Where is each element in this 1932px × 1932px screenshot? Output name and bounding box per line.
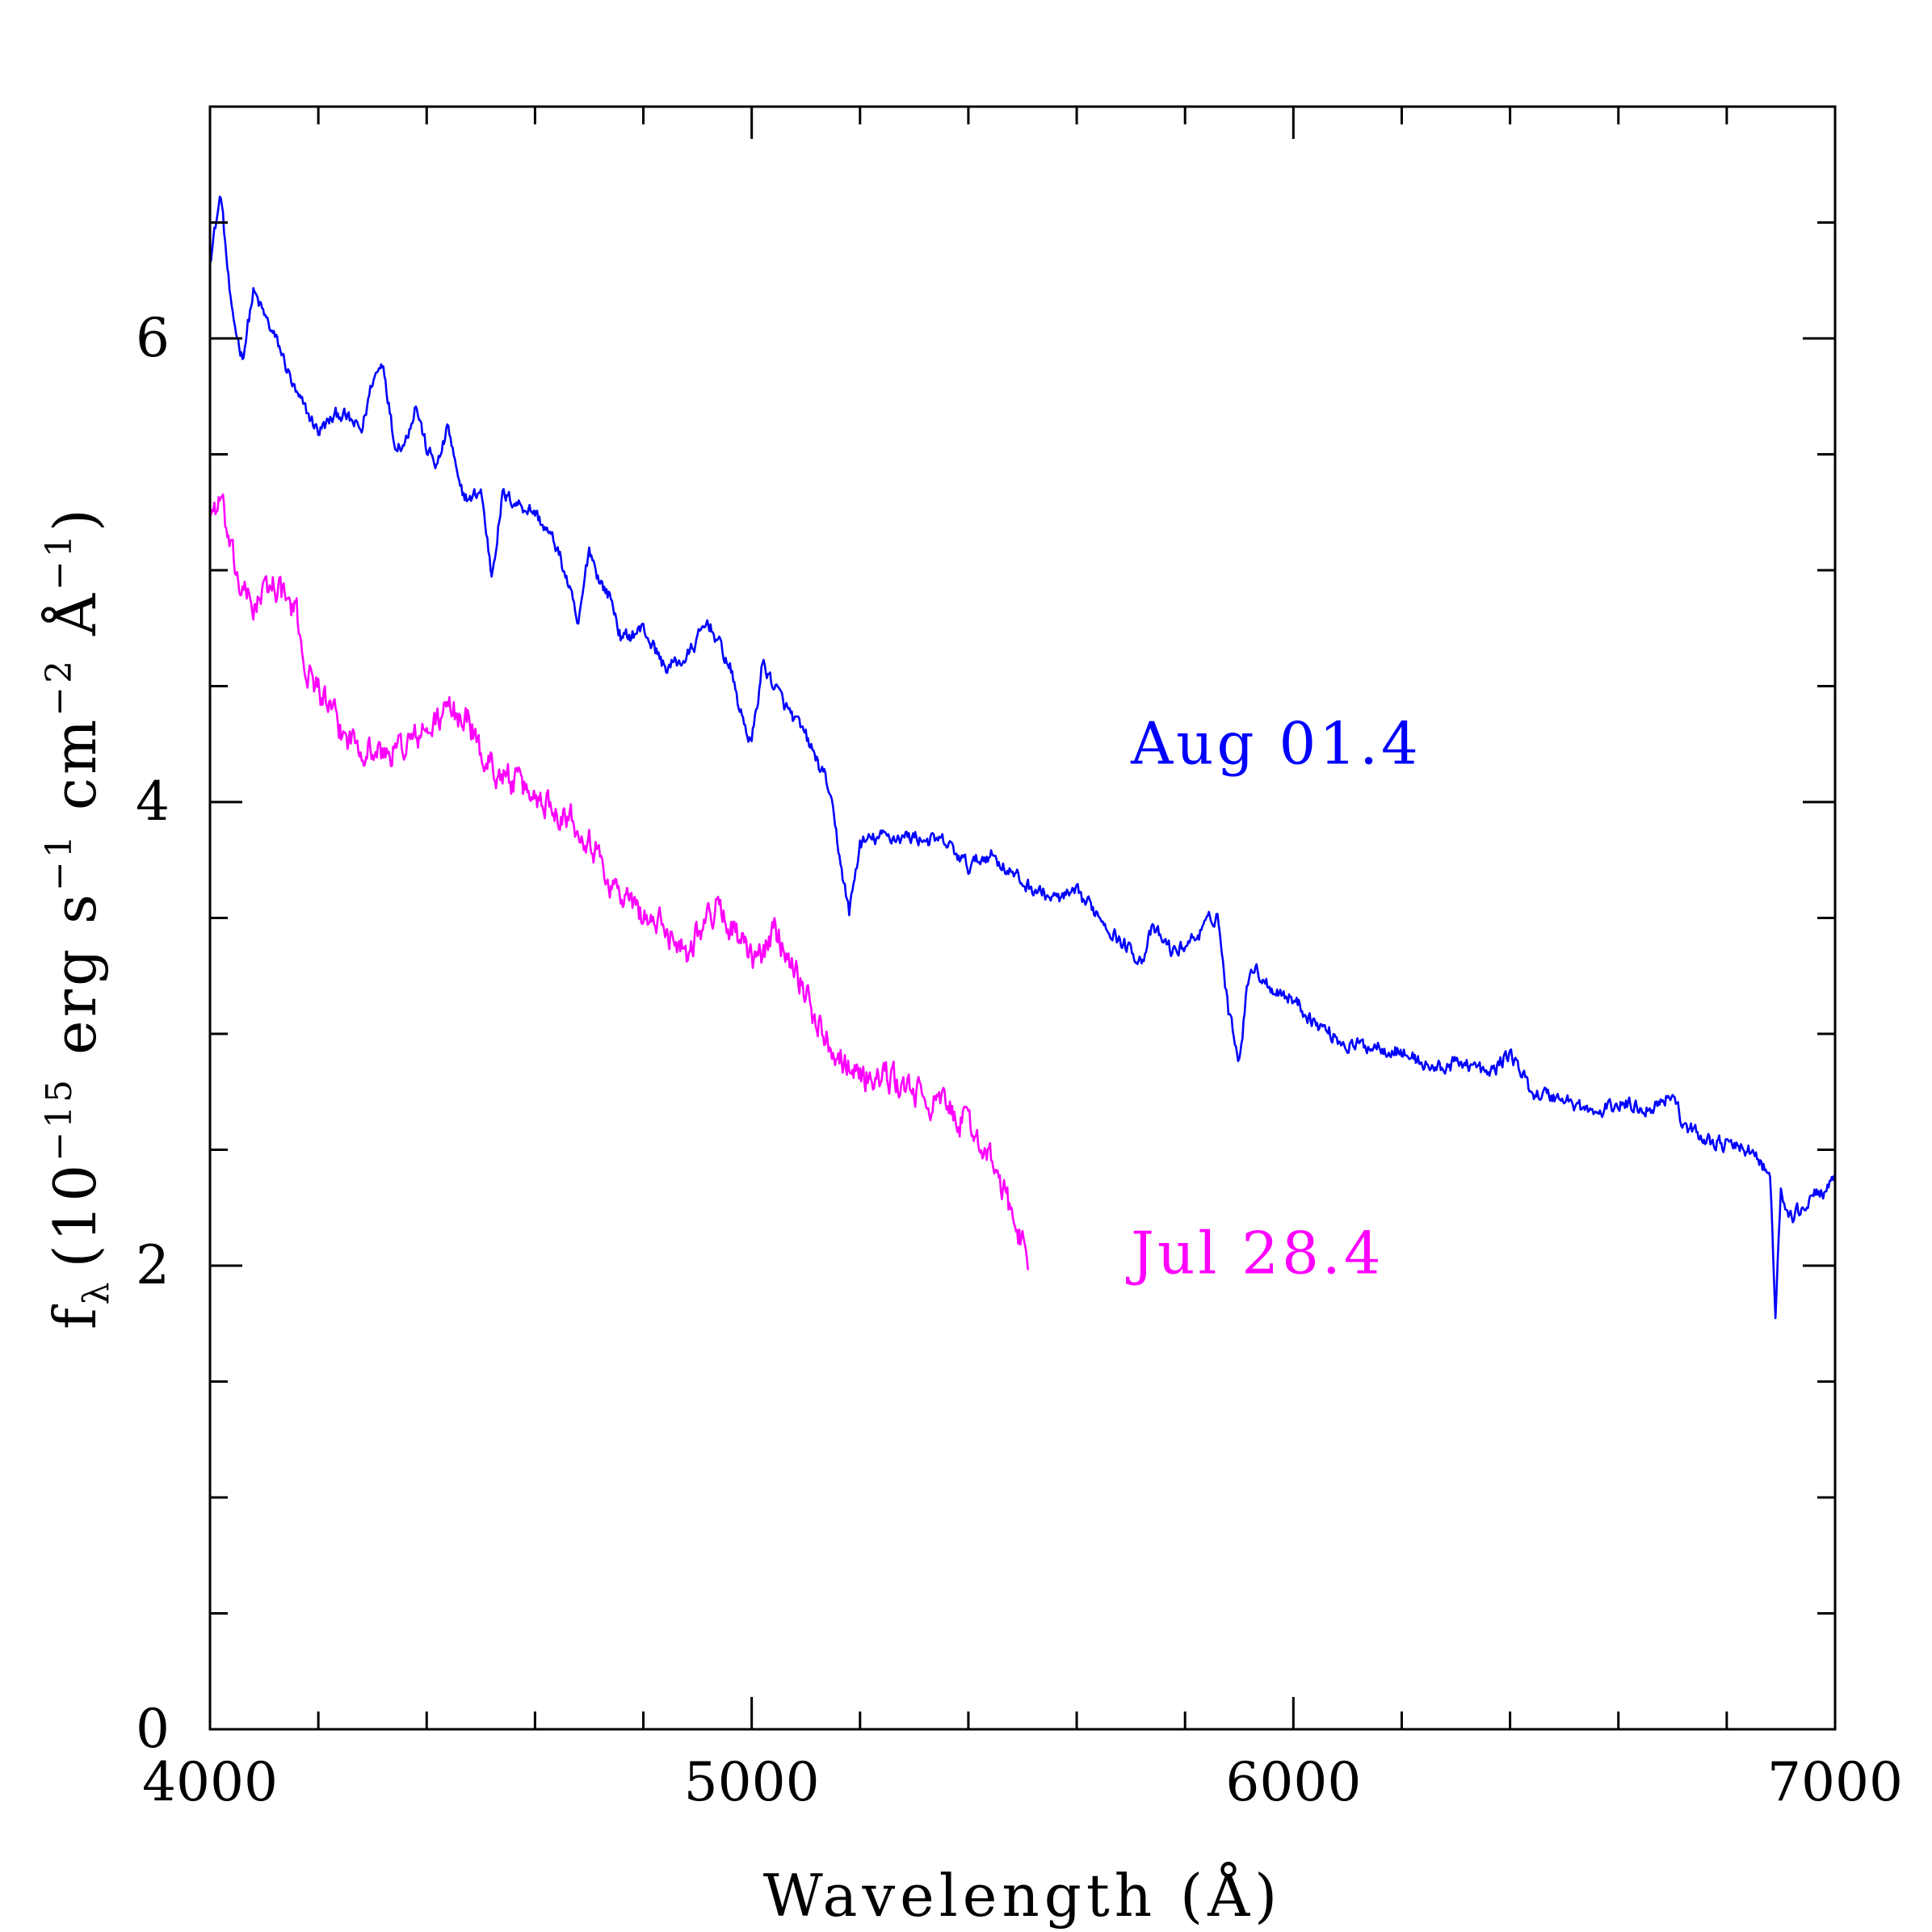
x-tick-label: 5000 [684, 1751, 820, 1813]
series-labels: Aug 01.4 Jul 28.4 [1125, 709, 1422, 1287]
y-axis-exp4: −1 [39, 531, 80, 590]
x-axis-title: Wavelength (Å) [763, 1861, 1282, 1930]
y-tick-label: 6 [136, 307, 170, 369]
series-label-aug: Aug 01.4 [1130, 709, 1422, 777]
y-axis-symbol: f [41, 1304, 109, 1329]
y-axis-exp3: −2 [39, 657, 80, 716]
y-axis-mid3: Å [40, 590, 109, 657]
y-tick-label: 2 [136, 1234, 170, 1296]
x-tick-label: 7000 [1767, 1751, 1903, 1813]
y-axis-exp2: −1 [39, 832, 80, 891]
y-tick-label: 4 [136, 771, 170, 833]
y-axis-open: (10 [41, 1161, 109, 1268]
x-tick-label: 6000 [1225, 1751, 1361, 1813]
y-axis-close: ) [41, 506, 109, 531]
y-axis-symbol-subscript: λ [76, 1279, 117, 1304]
y-axis-title: fλ(10−15 erg s−1 cm−2 Å−1) [39, 506, 117, 1329]
y-axis-exp1: −15 [39, 1077, 80, 1161]
plot-frame [208, 105, 1837, 1731]
series-label-jul: Jul 28.4 [1125, 1220, 1384, 1287]
series-line-aug [208, 195, 1837, 1320]
y-tick-label: 0 [136, 1698, 170, 1760]
x-tick-label: 4000 [142, 1751, 278, 1813]
series-layer [208, 195, 1837, 1320]
x-tick-labels: 4000 5000 6000 7000 [142, 1751, 1903, 1813]
y-tick-labels: 0 2 4 6 [136, 307, 170, 1760]
y-axis-mid2: cm [41, 716, 109, 832]
series-line-jul [208, 494, 1029, 1270]
y-axis-mid1: erg s [41, 891, 109, 1077]
ticks-layer [208, 105, 1837, 1731]
